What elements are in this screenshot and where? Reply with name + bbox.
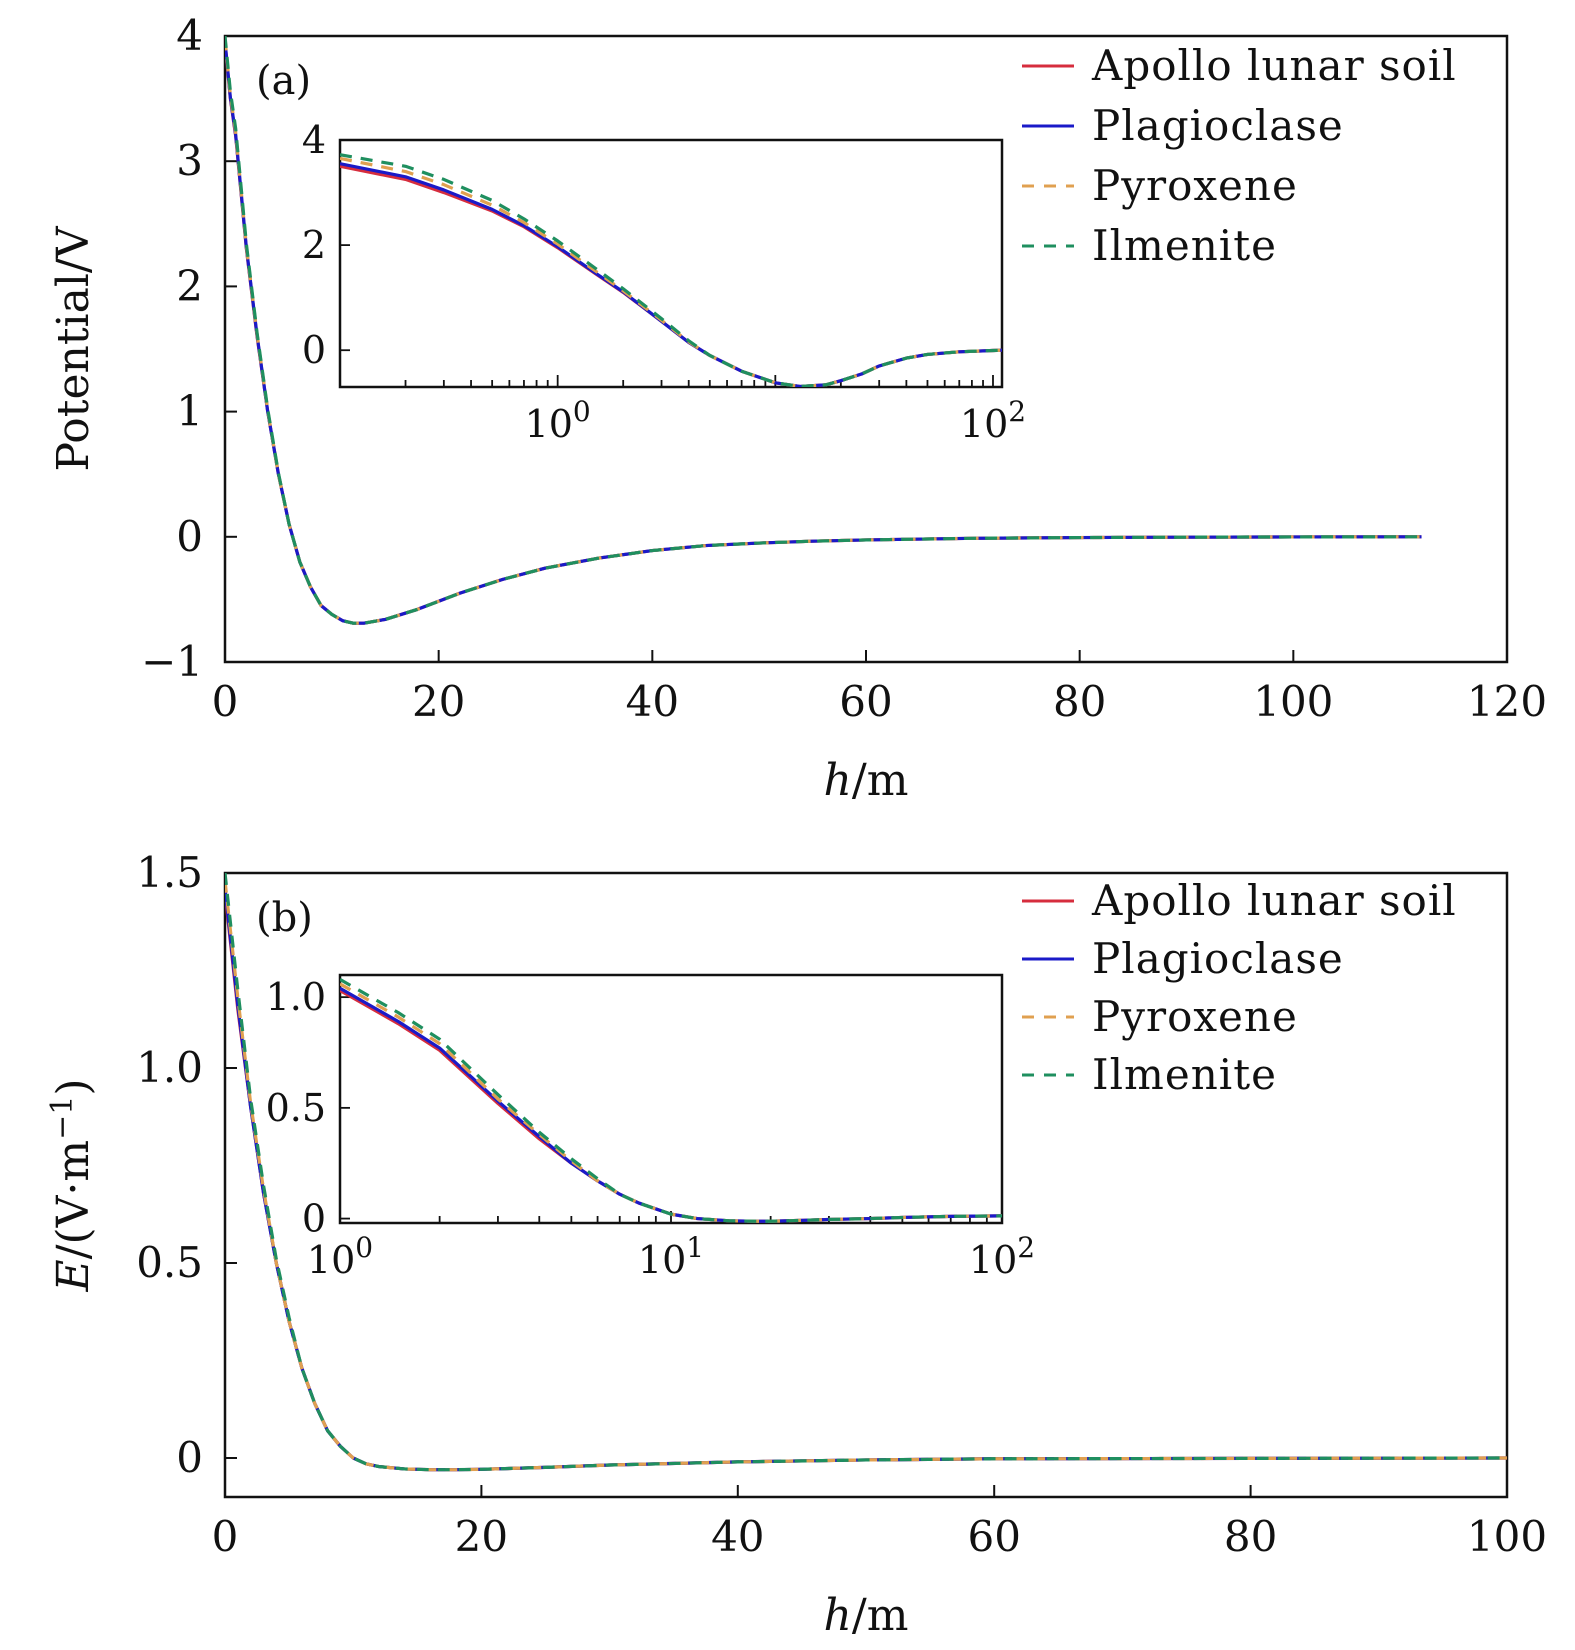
legend-label-b-pyroxene: Pyroxene — [1092, 992, 1298, 1041]
x-tick-label-a-6: 120 — [1467, 677, 1547, 726]
inset-x-tick-label-b-1: 101 — [638, 1231, 704, 1282]
inset-x-tick-label-a-1: 102 — [960, 395, 1026, 446]
y-axis-label-b: E/(V·m−1) — [45, 1078, 99, 1292]
x-tick-label-a-0: 0 — [212, 677, 239, 726]
y-tick-label-b-1: 0.5 — [136, 1238, 203, 1287]
inset-x-tick-label-b-2: 102 — [969, 1231, 1035, 1282]
panel-label-b: (b) — [256, 895, 313, 941]
y-tick-label-a-3: 2 — [176, 261, 203, 310]
legend-label-a-apollo-lunar-soil: Apollo lunar soil — [1091, 41, 1457, 90]
y-tick-label-a-2: 1 — [176, 387, 203, 436]
inset-y-tick-label-b-0: 0 — [302, 1197, 326, 1241]
y-tick-label-b-3: 1.5 — [136, 848, 203, 897]
y-tick-label-a-5: 4 — [176, 11, 203, 60]
inset-y-tick-label-b-2: 1.0 — [266, 975, 326, 1019]
inset-frame-a — [338, 138, 1004, 389]
inset-b: 100 101 102 0 0.5 1.0 — [266, 973, 1035, 1282]
inset-x-tick-label-b-0: 100 — [307, 1231, 373, 1282]
inset-y-tick-label-a-2: 4 — [302, 118, 326, 162]
x-tick-label-a-3: 60 — [839, 677, 892, 726]
legend-label-a-ilmenite: Ilmenite — [1092, 221, 1277, 270]
legend-label-b-apollo-lunar-soil: Apollo lunar soil — [1091, 876, 1457, 925]
main-b-series-ilmenite — [225, 873, 1507, 1472]
legend-label-a-plagioclase: Plagioclase — [1092, 101, 1344, 150]
legend-label-a-pyroxene: Pyroxene — [1092, 161, 1298, 210]
x-tick-label-b-0: 0 — [212, 1512, 239, 1561]
x-tick-label-a-4: 80 — [1053, 677, 1106, 726]
y-tick-label-b-0: 0 — [176, 1433, 203, 1482]
x-tick-label-b-3: 60 — [967, 1512, 1020, 1561]
legend-a: Apollo lunar soil Plagioclase Pyroxene Ilme… — [1022, 41, 1457, 270]
x-tick-label-b-4: 80 — [1224, 1512, 1277, 1561]
y-tick-label-a-0: −1 — [141, 637, 203, 686]
inset-y-tick-label-a-1: 2 — [302, 223, 326, 267]
inset-b-series-ilmenite — [340, 978, 1002, 1223]
main-a-series-ilmenite — [225, 36, 1422, 625]
y-tick-label-a-1: 0 — [176, 512, 203, 561]
inset-a: 100 102 0 2 4 — [302, 118, 1026, 446]
inset-x-tick-label-a-0: 100 — [525, 395, 591, 446]
inset-b-series-pyroxene — [340, 982, 1002, 1223]
inset-y-tick-label-a-0: 0 — [302, 328, 326, 372]
legend-label-b-ilmenite: Ilmenite — [1092, 1050, 1277, 1099]
inset-frame-b — [338, 973, 1004, 1225]
plot-frame-b — [223, 871, 1509, 1499]
x-axis-label-a: h/m — [824, 755, 909, 806]
x-axis-label-b: h/m — [824, 1590, 909, 1641]
x-tick-label-a-5: 100 — [1253, 677, 1333, 726]
x-tick-label-b-1: 20 — [455, 1512, 508, 1561]
y-axis-label-a: Potential/V — [48, 225, 99, 471]
y-tick-label-a-4: 3 — [176, 136, 203, 185]
x-tick-label-b-2: 40 — [711, 1512, 764, 1561]
x-tick-label-b-5: 100 — [1467, 1512, 1547, 1561]
legend-label-b-plagioclase: Plagioclase — [1092, 934, 1344, 983]
panel-label-a: (a) — [256, 58, 311, 104]
legend-b: Apollo lunar soil Plagioclase Pyroxene Ilme… — [1022, 876, 1457, 1099]
x-tick-label-a-1: 20 — [412, 677, 465, 726]
inset-a-series-ilmenite — [340, 153, 1002, 387]
x-tick-label-a-2: 40 — [626, 677, 679, 726]
inset-y-tick-label-b-1: 0.5 — [266, 1086, 326, 1130]
y-tick-label-b-2: 1.0 — [136, 1043, 203, 1092]
